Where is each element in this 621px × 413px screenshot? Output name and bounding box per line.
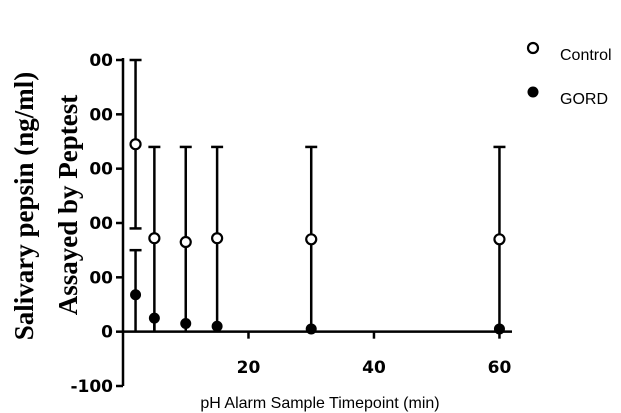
point-gord (130, 289, 142, 301)
x-tick-label: 60 (488, 358, 512, 378)
point-control (129, 138, 142, 151)
data-points (129, 138, 506, 335)
x-axis-label: pH Alarm Sample Timepoint (min) (200, 395, 439, 412)
legend-marker-control (526, 41, 540, 55)
y-axis-label-line-2: Assayed by Peptest (53, 95, 83, 316)
x-tick-label: 40 (362, 358, 386, 378)
point-gord (493, 323, 505, 335)
y-tick-label: -100 (70, 377, 113, 397)
y-tick-label: 00 (89, 51, 113, 71)
y-tick-label: 00 (89, 268, 113, 288)
point-control (211, 232, 224, 245)
x-tick-label: 20 (237, 358, 261, 378)
y-tick-label: 00 (89, 105, 113, 125)
point-control (493, 233, 506, 246)
y-axis-label-line-1: Salivary pepsin (ng/ml) (9, 72, 39, 341)
point-control (148, 232, 161, 245)
axes (116, 58, 512, 388)
point-control (305, 233, 318, 246)
point-control (179, 235, 192, 249)
y-tick-label: 00 (89, 214, 113, 234)
y-axis-label: Salivary pepsin (ng/ml) Assayed by Pepte… (9, 72, 83, 341)
legend-marker-gord (527, 86, 539, 98)
y-tick-label: 00 (89, 160, 113, 180)
point-gord (211, 320, 223, 332)
legend-label-gord: GORD (560, 91, 608, 108)
legend: Control GORD (526, 41, 612, 108)
point-gord (180, 318, 192, 330)
error-bars (129, 58, 506, 332)
y-tick-label: 0 (101, 323, 113, 343)
point-gord (305, 323, 317, 335)
legend-label-control: Control (560, 47, 612, 64)
point-gord (148, 312, 160, 324)
